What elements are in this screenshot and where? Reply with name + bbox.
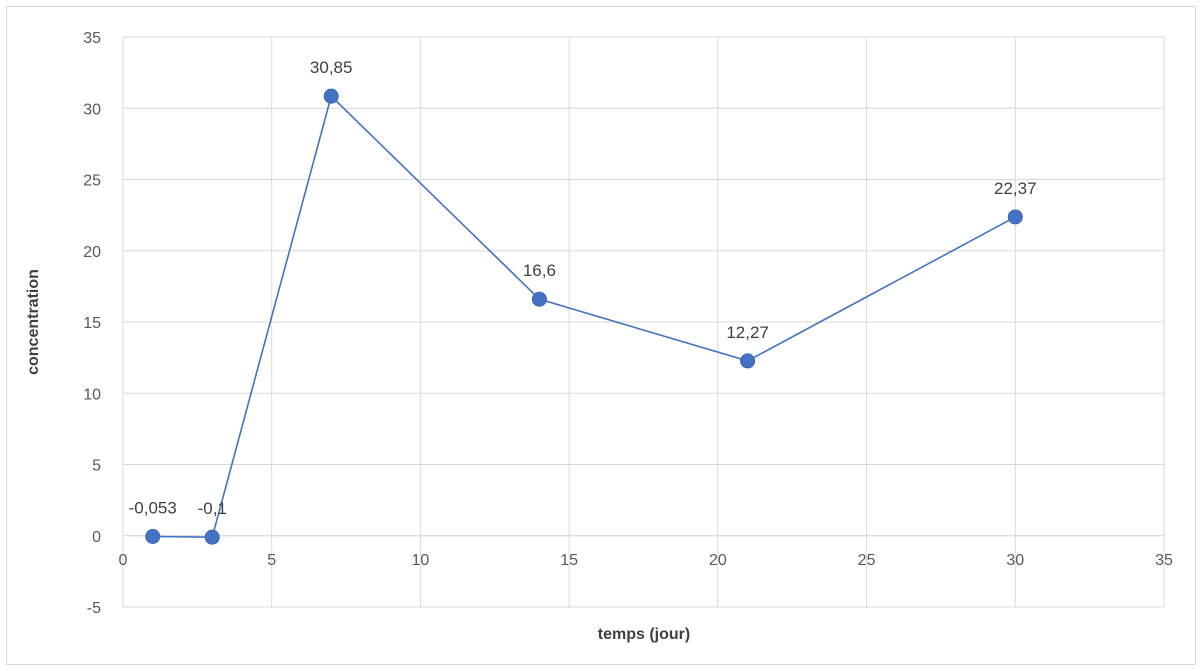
chart-area [6,6,1196,665]
x-tick-label: 20 [709,552,727,569]
tick-labels: 0 5 10 15 20 25 30 35 -5 0 5 10 15 20 25 30 35 [83,30,1173,617]
y-tick-label: 25 [83,173,101,190]
y-tick-label: 15 [83,315,101,332]
data-label: -0,1 [198,499,227,518]
data-label: -0,053 [129,499,177,518]
series-line [152,94,1016,538]
x-tick-label: 25 [858,552,876,569]
data-point [531,291,547,307]
y-axis-title: concentration [25,269,42,375]
x-tick-label: 30 [1006,552,1024,569]
y-tick-label: 20 [83,244,101,261]
data-labels: -0,053 -0,1 30,85 16,6 12,27 22,37 [129,58,1037,518]
x-tick-label: 5 [267,552,276,569]
data-point [204,529,220,545]
data-label: 12,27 [726,323,769,342]
data-point [740,353,756,369]
data-series [145,88,1023,545]
x-tick-label: 15 [560,552,578,569]
x-tick-label: 35 [1155,552,1173,569]
gridlines [122,36,1165,608]
x-tick-label: 10 [412,552,430,569]
data-point [145,529,161,545]
x-axis-title: temps (jour) [598,626,690,643]
data-label: 30,85 [310,58,353,77]
x-tick-label: 0 [119,552,128,569]
y-tick-label: 0 [92,529,101,546]
y-tick-label: 5 [92,458,101,475]
data-point [323,88,339,104]
data-label: 16,6 [523,261,556,280]
y-tick-label: 30 [83,101,101,118]
data-point [1007,209,1023,225]
data-label: 22,37 [994,179,1037,198]
y-tick-label: 10 [83,386,101,403]
y-tick-label: -5 [87,600,101,617]
y-tick-label: 35 [83,30,101,47]
